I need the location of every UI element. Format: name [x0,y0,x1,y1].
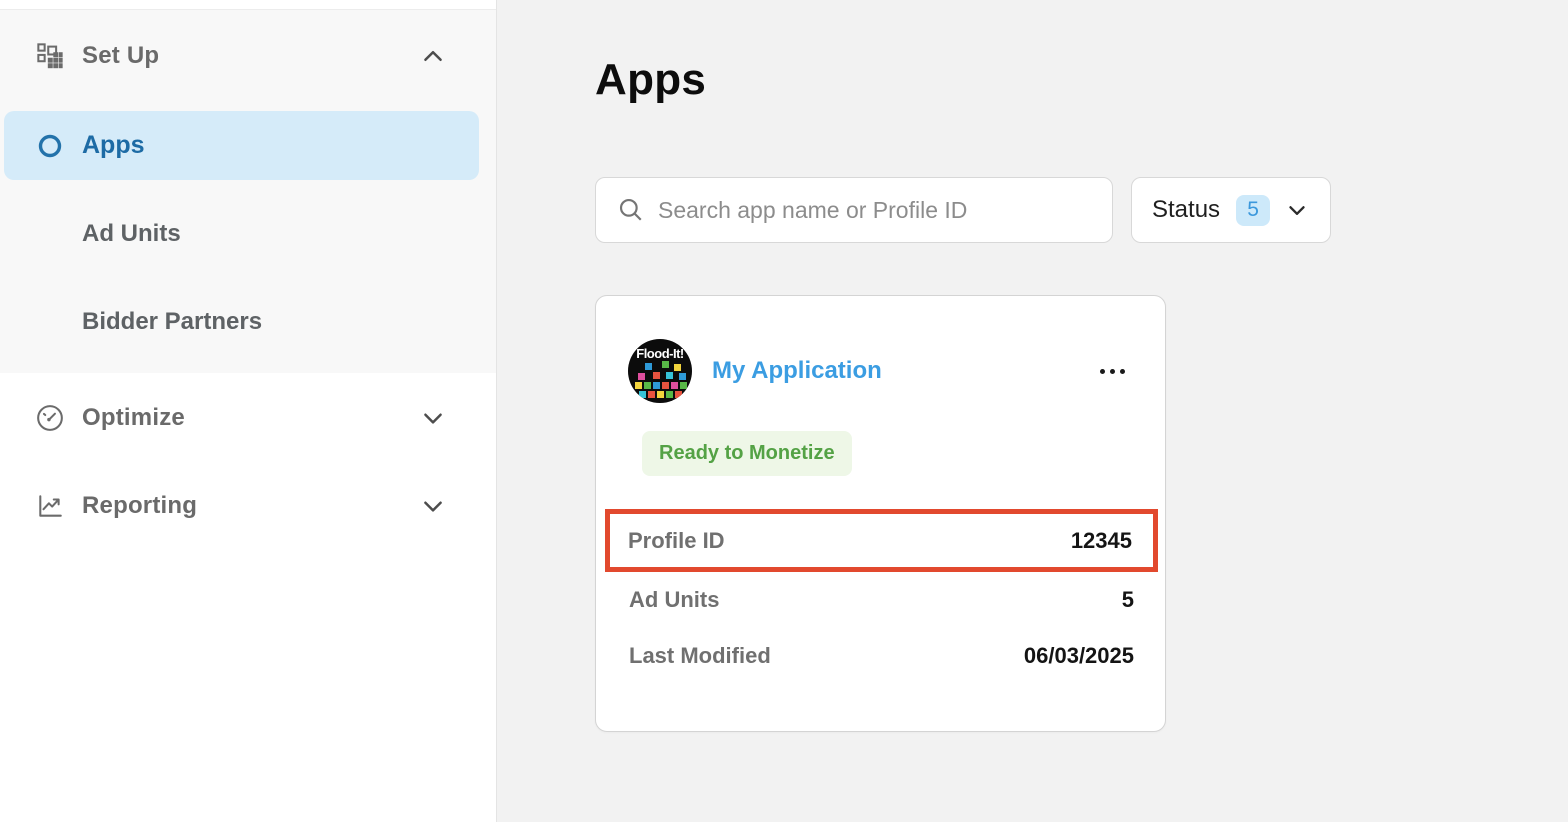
sidebar-item-optimize[interactable]: Optimize [0,404,496,432]
sidebar-item-ad-units[interactable]: Ad Units [0,220,496,247]
app-card-header: Flood-It! My Application [596,296,1165,403]
flood-it-game-icon: Flood-It! [628,339,692,403]
detail-label: Ad Units [629,587,720,612]
blocks-icon [36,42,64,70]
status-filter-label: Status [1152,196,1221,223]
detail-row-profile-id: Profile ID 12345 [610,514,1153,567]
ellipsis-icon[interactable] [1098,363,1127,380]
sidebar-item-apps[interactable]: Apps [4,111,479,180]
annotation-highlight-box: Profile ID 12345 [605,509,1158,572]
detail-value: 06/03/2025 [1023,643,1134,668]
detail-row-last-modified: Last Modified 06/03/2025 [605,628,1158,684]
detail-value: 5 [1121,587,1134,612]
line-chart-icon [36,492,64,520]
gauge-icon [36,404,64,432]
app-details-list: Profile ID 12345 Ad Units 5 Last Modifie… [605,509,1158,684]
page-title: Apps [595,55,707,104]
search-icon [618,197,644,223]
sidebar-item-reporting[interactable]: Reporting [0,492,496,520]
sidebar-item-label: Set Up [82,42,160,69]
sidebar-item-label: Ad Units [82,220,181,247]
circle-icon [38,134,62,158]
detail-label: Profile ID [628,527,725,553]
chevron-up-icon[interactable] [420,43,446,69]
chevron-down-icon [1284,197,1310,223]
status-filter-dropdown[interactable]: Status 5 [1131,177,1331,243]
app-card: Flood-It! My Application [595,295,1166,732]
sidebar-item-label: Reporting [82,492,198,519]
search-input[interactable] [658,196,1094,224]
sidebar-item-label: Apps [82,131,145,159]
main-content: Apps Status 5 Flood-It! [497,0,1568,822]
search-box [595,177,1113,243]
sidebar-item-label: Optimize [82,404,185,431]
status-count-badge: 5 [1236,194,1271,226]
nav-group-setup: Set Up Apps Ad Units Bidder Partners [0,10,496,373]
chevron-down-icon[interactable] [420,493,446,519]
status-badge: Ready to Monetize [642,431,852,476]
detail-label: Last Modified [629,643,771,668]
sidebar-item-label: Bidder Partners [82,308,263,335]
sidebar-top-divider [0,0,496,10]
sidebar-item-bidder-partners[interactable]: Bidder Partners [0,308,496,335]
detail-row-ad-units: Ad Units 5 [605,572,1158,628]
toolbar: Status 5 [595,177,1568,243]
detail-value: 12345 [1070,527,1132,553]
chevron-down-icon[interactable] [420,405,446,431]
avatar-title: Flood-It! [636,346,684,361]
app-name-link[interactable]: My Application [712,357,882,384]
sidebar-item-set-up[interactable]: Set Up [0,40,496,72]
sidebar: Set Up Apps Ad Units Bidder Partners [0,0,497,822]
